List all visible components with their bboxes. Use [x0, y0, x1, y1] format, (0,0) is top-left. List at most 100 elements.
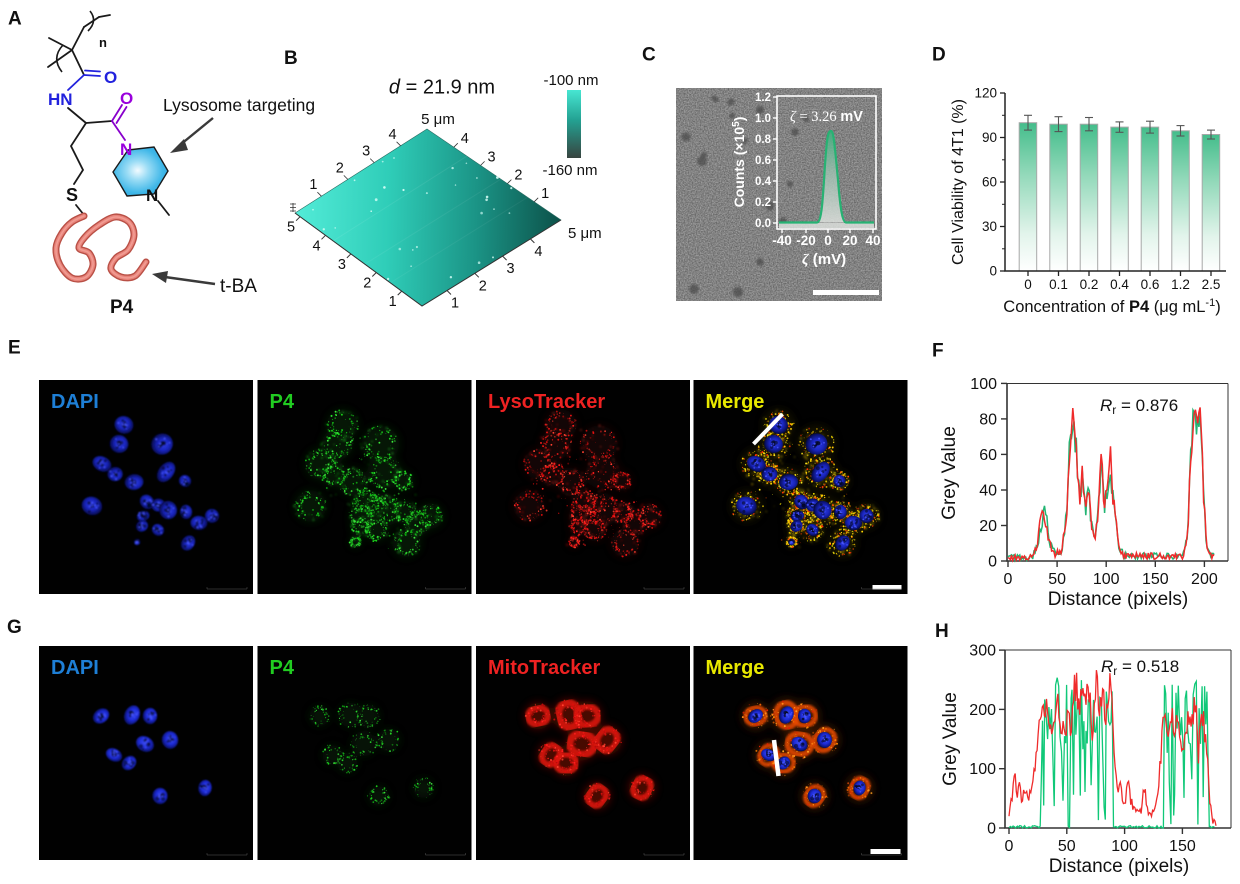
svg-text:P4: P4 — [270, 391, 295, 413]
svg-text:ζ (mV): ζ (mV) — [802, 251, 846, 268]
svg-text:40: 40 — [865, 233, 880, 248]
svg-text:0.6: 0.6 — [755, 155, 771, 167]
svg-text:20: 20 — [979, 518, 997, 535]
svg-text:4: 4 — [534, 244, 542, 260]
svg-text:DAPI: DAPI — [51, 391, 99, 413]
svg-text:0: 0 — [989, 264, 997, 279]
svg-text:1: 1 — [309, 177, 317, 193]
svg-text:1.2: 1.2 — [755, 92, 771, 104]
svg-text:Grey Value: Grey Value — [940, 692, 961, 786]
svg-text:50: 50 — [1048, 571, 1066, 588]
svg-text:ζ = 3.26 mV: ζ = 3.26 mV — [790, 109, 863, 125]
svg-text:n: n — [99, 35, 107, 50]
svg-text:3: 3 — [362, 144, 370, 160]
svg-text:Cell Viability of 4T1 (%): Cell Viability of 4T1 (%) — [950, 99, 967, 265]
svg-text:0: 0 — [824, 233, 832, 248]
svg-text:HN: HN — [48, 90, 73, 109]
svg-text:0: 0 — [1005, 838, 1014, 855]
svg-text:0: 0 — [1004, 571, 1013, 588]
svg-text:DAPI: DAPI — [51, 657, 99, 679]
svg-text:-40: -40 — [772, 233, 792, 248]
svg-text:0.6: 0.6 — [1141, 277, 1160, 292]
svg-text:5 μm: 5 μm — [421, 111, 455, 128]
svg-text:N: N — [146, 186, 158, 205]
svg-text:P4: P4 — [270, 657, 295, 679]
svg-text:100: 100 — [1093, 571, 1120, 588]
svg-text:50: 50 — [1058, 838, 1076, 855]
svg-text:Rr = 0.876: Rr = 0.876 — [1100, 396, 1178, 417]
svg-text:2: 2 — [363, 276, 371, 292]
svg-text:t-BA: t-BA — [220, 276, 257, 297]
svg-text:3: 3 — [507, 261, 515, 277]
svg-text:0.2: 0.2 — [1080, 277, 1099, 292]
svg-text:0: 0 — [987, 821, 996, 838]
svg-text:Merge: Merge — [706, 657, 765, 679]
svg-text:100: 100 — [1111, 838, 1138, 855]
svg-text:300: 300 — [969, 643, 996, 660]
svg-text:80: 80 — [979, 411, 997, 428]
svg-text:200: 200 — [1191, 571, 1218, 588]
svg-text:0: 0 — [1024, 277, 1032, 292]
svg-text:4: 4 — [461, 131, 469, 147]
svg-text:F: F — [932, 341, 944, 362]
svg-text:-20: -20 — [796, 233, 816, 248]
svg-text:0: 0 — [988, 554, 997, 571]
svg-text:Distance (pixels): Distance (pixels) — [1048, 589, 1188, 610]
svg-text:Counts (×105): Counts (×105) — [731, 117, 748, 208]
svg-text:30: 30 — [982, 219, 997, 234]
svg-text:C: C — [642, 45, 656, 66]
svg-text:0.2: 0.2 — [755, 197, 771, 209]
svg-text:MitoTracker: MitoTracker — [488, 657, 600, 679]
svg-text:E: E — [8, 338, 21, 359]
svg-text:Concentration of P4 (μg mL-1): Concentration of P4 (μg mL-1) — [1003, 297, 1220, 316]
svg-text:4: 4 — [389, 127, 397, 143]
svg-text:20: 20 — [842, 233, 857, 248]
svg-text:B: B — [284, 48, 298, 69]
svg-text:3: 3 — [338, 257, 346, 273]
svg-text:d = 21.9 nm: d = 21.9 nm — [389, 77, 495, 99]
svg-text:Lysosome targeting: Lysosome targeting — [163, 95, 315, 115]
svg-text:2: 2 — [514, 168, 522, 184]
svg-text:1.0: 1.0 — [755, 113, 771, 125]
svg-text:P4: P4 — [110, 297, 134, 318]
svg-text:A: A — [8, 9, 22, 30]
svg-text:1: 1 — [389, 294, 397, 310]
svg-text:0.0: 0.0 — [755, 218, 771, 230]
svg-text:Distance (pixels): Distance (pixels) — [1049, 856, 1189, 877]
svg-text:S: S — [66, 185, 78, 205]
svg-text:0.8: 0.8 — [755, 134, 772, 146]
svg-text:3: 3 — [488, 149, 496, 165]
svg-text:0.4: 0.4 — [755, 176, 772, 188]
svg-text:150: 150 — [1169, 838, 1196, 855]
svg-text:D: D — [932, 45, 946, 66]
svg-text:2: 2 — [479, 278, 487, 294]
svg-text:1: 1 — [541, 186, 549, 202]
svg-text:4: 4 — [312, 238, 320, 254]
svg-text:60: 60 — [979, 447, 997, 464]
svg-text:120: 120 — [974, 86, 997, 101]
svg-text:2.5: 2.5 — [1202, 277, 1221, 292]
svg-text:Rr = 0.518: Rr = 0.518 — [1101, 657, 1179, 678]
svg-text:-100 nm: -100 nm — [543, 72, 598, 89]
svg-text:40: 40 — [979, 483, 997, 500]
svg-text:1.2: 1.2 — [1171, 277, 1190, 292]
svg-text:0.1: 0.1 — [1049, 277, 1068, 292]
svg-text:N: N — [120, 140, 132, 159]
svg-text:0.4: 0.4 — [1110, 277, 1129, 292]
svg-text:5: 5 — [287, 220, 295, 236]
svg-text:Merge: Merge — [706, 391, 765, 413]
svg-text:O: O — [120, 89, 133, 108]
svg-text:60: 60 — [982, 175, 997, 190]
svg-text:G: G — [7, 617, 22, 638]
svg-text:H: H — [935, 621, 949, 642]
svg-text:2: 2 — [336, 160, 344, 176]
svg-text:150: 150 — [1142, 571, 1169, 588]
svg-text:100: 100 — [970, 376, 997, 393]
svg-text:5 μm: 5 μm — [568, 225, 602, 242]
svg-text:Grey Value: Grey Value — [939, 426, 960, 520]
svg-text:LysoTracker: LysoTracker — [488, 391, 605, 413]
svg-text:-160 nm: -160 nm — [542, 162, 597, 179]
svg-text:90: 90 — [982, 130, 997, 145]
svg-text:O: O — [104, 68, 117, 87]
svg-text:200: 200 — [969, 702, 996, 719]
